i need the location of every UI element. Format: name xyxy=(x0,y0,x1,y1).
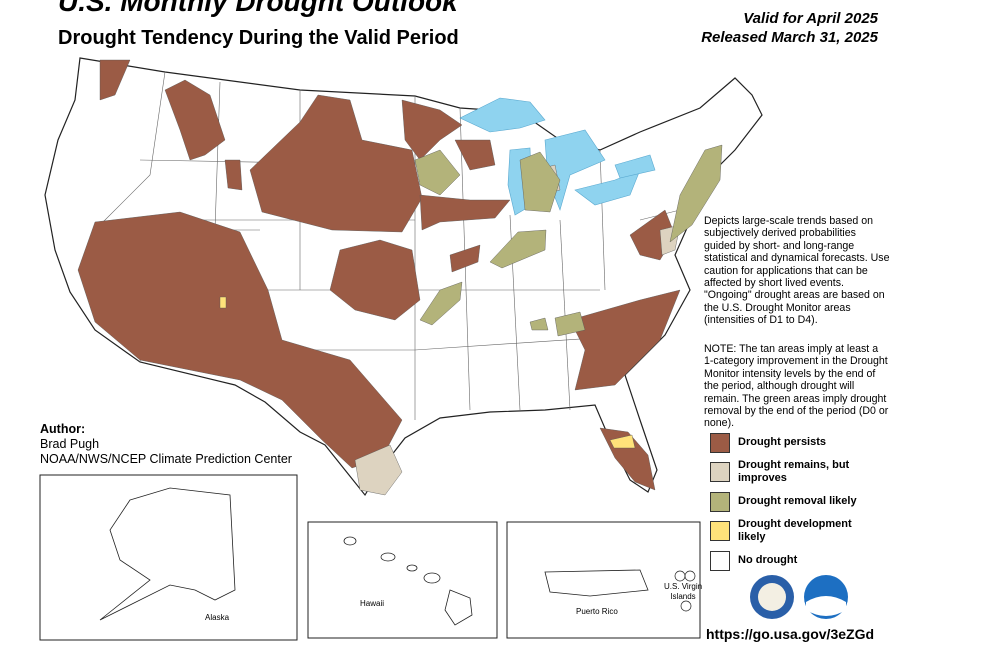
legend-swatch xyxy=(710,462,730,482)
legend-label: No drought xyxy=(738,554,798,566)
legend-item: Drought removal likely xyxy=(710,491,910,512)
drought-area xyxy=(669,144,723,243)
release-date: Released March 31, 2025 xyxy=(701,29,878,46)
url[interactable]: https://go.usa.gov/3eZGd xyxy=(706,626,875,642)
author-org: NOAA/NWS/NCEP Climate Prediction Center xyxy=(40,452,292,466)
hawaii-islands xyxy=(343,536,473,626)
drought-area xyxy=(449,244,481,273)
legend-swatch xyxy=(710,521,730,541)
drought-area xyxy=(419,281,463,326)
drought-areas xyxy=(77,59,723,496)
legend-swatch xyxy=(710,491,730,512)
drought-area xyxy=(489,229,547,269)
subtitle: Drought Tendency During the Valid Period xyxy=(58,27,459,49)
vi-islands xyxy=(674,570,696,612)
doc-seal-inner xyxy=(758,583,786,611)
drought-area xyxy=(99,59,131,101)
author-name: Brad Pugh xyxy=(40,437,100,451)
legend: Drought persists Drought remains, but imp… xyxy=(710,432,910,577)
author-heading: Author: xyxy=(40,422,86,436)
legend-swatch xyxy=(710,550,730,571)
drought-area xyxy=(609,434,636,449)
legend-label: Drought persists xyxy=(738,436,827,448)
legend-label: Drought removal likely xyxy=(738,495,857,507)
legend-label: Drought remains, but improves xyxy=(738,459,850,484)
legend-item: No drought xyxy=(710,550,910,571)
hawaii-label: Hawaii xyxy=(360,599,384,608)
legend-item: Drought persists xyxy=(710,432,910,453)
drought-area xyxy=(224,159,243,191)
drought-area xyxy=(164,79,226,161)
drought-area xyxy=(519,151,561,213)
alaska-label: Alaska xyxy=(205,613,230,622)
drought-area xyxy=(554,311,586,337)
drought-area xyxy=(569,289,681,391)
drought-area xyxy=(329,239,421,321)
drought-area xyxy=(529,317,549,331)
alaska-outline xyxy=(99,487,236,621)
drought-area xyxy=(414,149,461,196)
drought-area xyxy=(249,94,423,233)
drought-area xyxy=(354,444,403,496)
legend-item: Drought remains, but improves xyxy=(710,459,910,485)
drought-area xyxy=(401,99,463,161)
drought-area xyxy=(454,139,496,171)
description: Depicts large-scale trends based on subj… xyxy=(704,215,890,327)
legend-item: Drought development likely xyxy=(710,518,910,544)
legend-label: Drought development likely xyxy=(738,518,852,543)
noaa-wave xyxy=(806,596,846,616)
drought-area xyxy=(219,296,227,309)
pr-label: Puerto Rico xyxy=(576,607,618,616)
vi-label: U.S. Virgin Islands xyxy=(663,582,703,601)
note: NOTE: The tan areas imply at least a 1-c… xyxy=(704,343,889,430)
hawaii-box xyxy=(307,521,498,639)
title: U.S. Monthly Drought Outlook xyxy=(58,0,458,17)
legend-swatch xyxy=(710,432,730,453)
pr-outline xyxy=(544,569,649,597)
drought-area xyxy=(419,194,511,231)
valid-date: Valid for April 2025 xyxy=(743,10,878,27)
author-block: Author: Brad Pugh NOAA/NWS/NCEP Climate … xyxy=(40,422,292,467)
